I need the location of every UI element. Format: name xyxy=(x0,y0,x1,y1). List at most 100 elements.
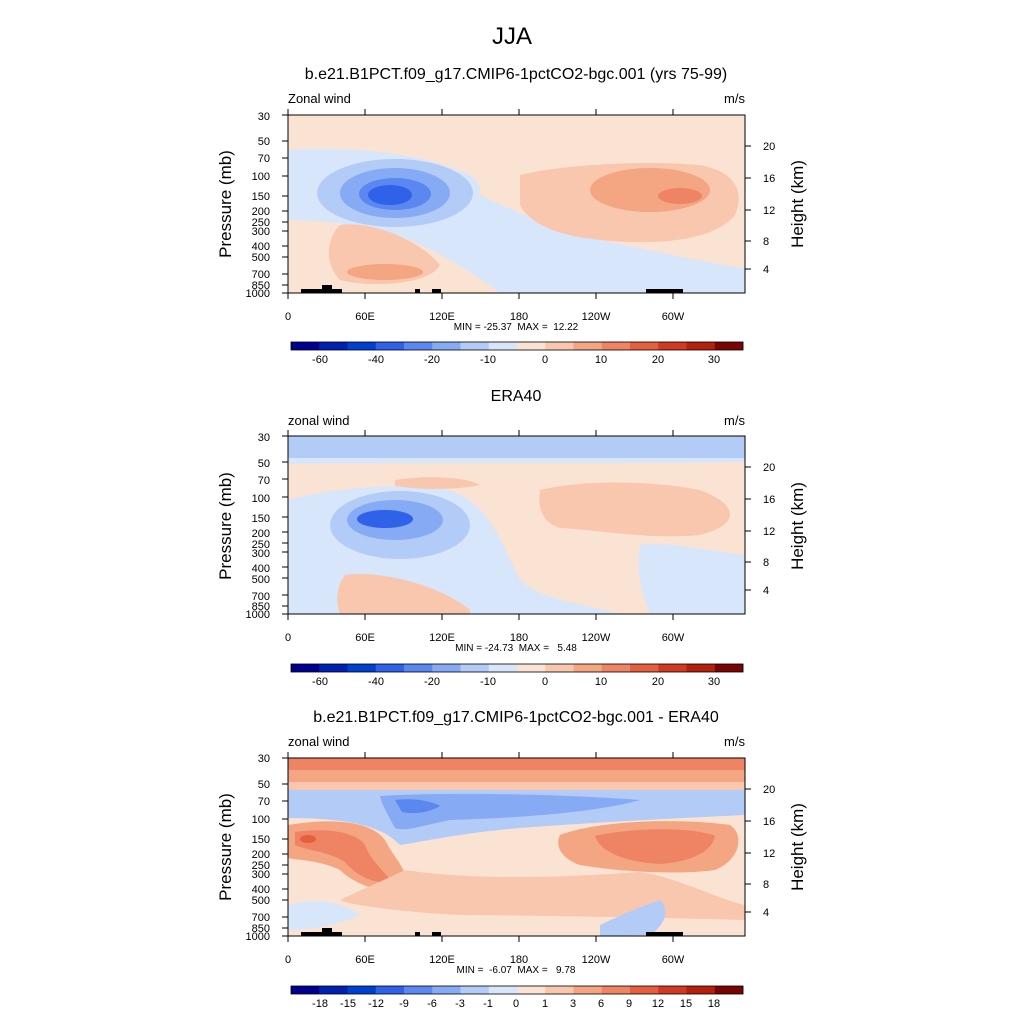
units-label: m/s xyxy=(724,91,745,106)
cbar-label: 12 xyxy=(652,998,664,1010)
colorbar-swatch xyxy=(488,664,518,672)
colorbar-swatch xyxy=(460,342,490,350)
top-band-3 xyxy=(288,782,745,790)
cbar-label: -60 xyxy=(312,676,328,688)
x-tick-120e: 120E xyxy=(429,954,455,966)
colorbar-swatch xyxy=(432,664,461,672)
colorbar-swatch xyxy=(319,664,348,672)
y2-tick-16: 16 xyxy=(763,816,775,828)
y-tick-150: 150 xyxy=(252,191,270,203)
cbar-label: -1 xyxy=(483,998,493,1010)
y-axis-label: Pressure (mb) xyxy=(216,472,235,580)
x-tick-120w: 120W xyxy=(582,632,611,644)
plot-area xyxy=(287,757,746,937)
x-tick-60e: 60E xyxy=(355,632,375,644)
easterly-jet-core xyxy=(357,510,413,528)
topography xyxy=(301,928,683,936)
y-tick-50: 50 xyxy=(258,779,270,791)
y-tick-850: 850 xyxy=(252,280,270,292)
y-axis-label: Pressure (mb) xyxy=(216,793,235,901)
positive-left-core xyxy=(295,830,392,883)
y-tick-400: 400 xyxy=(252,563,270,575)
cbar-label: 0 xyxy=(542,676,548,688)
colorbar-swatch xyxy=(291,986,320,994)
x-tick-180: 180 xyxy=(510,954,528,966)
cbar-label: -12 xyxy=(368,998,384,1010)
colorbar-swatch xyxy=(375,986,405,994)
colorbar-swatch xyxy=(517,342,546,350)
variable-label: zonal wind xyxy=(288,734,349,749)
positive-right-core xyxy=(595,829,715,864)
y2-tick-8: 8 xyxy=(763,236,769,248)
y-tick-200: 200 xyxy=(252,849,270,861)
y2-axis-label: Height (km) xyxy=(788,160,807,248)
topography xyxy=(301,285,683,293)
colorbar-swatch xyxy=(601,986,631,994)
y-tick-250: 250 xyxy=(252,217,270,229)
colorbar-swatch xyxy=(658,664,687,672)
x-tick-120e: 120E xyxy=(429,632,455,644)
cbar-label: 0 xyxy=(513,998,519,1010)
lower-negative xyxy=(288,901,360,930)
plot-area xyxy=(287,435,746,615)
y-tick-1000: 1000 xyxy=(246,609,270,621)
cbar-label: 20 xyxy=(652,676,664,688)
cbar-label: 10 xyxy=(595,354,607,366)
stats-label: MIN = -24.73 MAX = 5.48 xyxy=(455,643,577,654)
variable-label: Zonal wind xyxy=(288,91,351,106)
cbar-label: 30 xyxy=(708,676,720,688)
plot-frame xyxy=(287,757,746,937)
y2-tick-16: 16 xyxy=(763,494,775,506)
lower-positive-2 xyxy=(347,264,423,280)
colorbar-swatch xyxy=(347,342,377,350)
cbar-label: 1 xyxy=(542,998,548,1010)
cbar-label: -40 xyxy=(368,676,384,688)
figure-title: JJA xyxy=(492,23,532,50)
units-label: m/s xyxy=(724,413,745,428)
lower-positive xyxy=(337,574,470,614)
y2-tick-8: 8 xyxy=(763,557,769,569)
easterly-region-right xyxy=(638,543,745,614)
panel-era40: ERA40 zonal wind m/s Pressure (mb) Heigh… xyxy=(216,388,807,688)
x-tick-60e: 60E xyxy=(355,954,375,966)
westerly-jet-core xyxy=(658,188,702,204)
y-tick-50: 50 xyxy=(258,458,270,470)
y-tick-300: 300 xyxy=(252,869,270,881)
colorbar-swatch xyxy=(347,664,377,672)
stats-label: MIN = -25.37 MAX = 12.22 xyxy=(454,322,579,333)
cbar-label: -18 xyxy=(312,998,328,1010)
colorbar-swatch xyxy=(460,664,490,672)
y-tick-400: 400 xyxy=(252,241,270,253)
y-tick-70: 70 xyxy=(258,796,270,808)
colorbar-swatch xyxy=(319,342,348,350)
negative-min xyxy=(395,799,440,814)
y-tick-500: 500 xyxy=(252,895,270,907)
panel-title: b.e21.B1PCT.f09_g17.CMIP6-1pctCO2-bgc.00… xyxy=(305,66,727,83)
x-tick-0: 0 xyxy=(285,311,291,323)
colorbar-swatch xyxy=(658,342,687,350)
westerly-region xyxy=(539,482,730,537)
colorbar-swatch xyxy=(375,664,405,672)
colorbar-swatch xyxy=(630,664,659,672)
x-tick-180: 180 xyxy=(510,311,528,323)
y2-tick-12: 12 xyxy=(763,848,775,860)
colorbar-swatch xyxy=(404,342,433,350)
y-tick-300: 300 xyxy=(252,548,270,560)
y2-tick-12: 12 xyxy=(763,205,775,217)
panel-model: b.e21.B1PCT.f09_g17.CMIP6-1pctCO2-bgc.00… xyxy=(216,66,807,366)
cbar-label: 3 xyxy=(570,998,576,1010)
x-tick-0: 0 xyxy=(285,632,291,644)
y-tick-100: 100 xyxy=(252,493,270,505)
plot-frame xyxy=(287,114,746,294)
y-tick-500: 500 xyxy=(252,574,270,586)
top-band-2 xyxy=(288,770,745,782)
colorbar xyxy=(290,663,744,673)
cbar-label: 30 xyxy=(708,354,720,366)
x-tick-0: 0 xyxy=(285,954,291,966)
y-tick-500: 500 xyxy=(252,252,270,264)
y-tick-150: 150 xyxy=(252,834,270,846)
y-tick-30: 30 xyxy=(258,753,270,765)
colorbar-swatch xyxy=(630,986,659,994)
y-tick-100: 100 xyxy=(252,814,270,826)
plot-area xyxy=(287,114,746,294)
